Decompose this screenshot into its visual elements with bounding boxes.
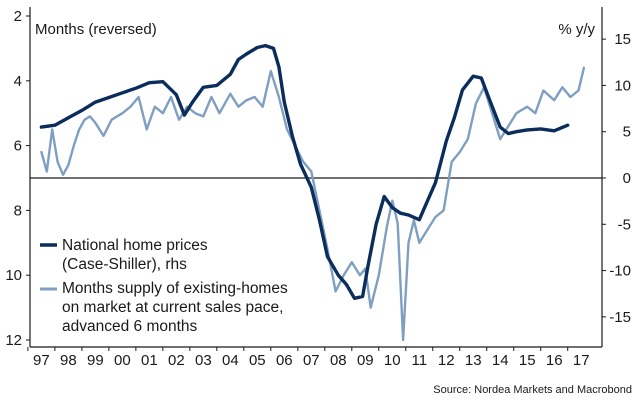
series-line-home-prices xyxy=(39,43,570,300)
x-tick-label-2: 99 xyxy=(87,352,104,369)
right-tick-label-4: -5 xyxy=(618,216,631,233)
right-tick-label-2: 5 xyxy=(623,124,631,141)
x-tick-label-5: 02 xyxy=(168,352,185,369)
right-tick-label-0: 15 xyxy=(614,31,631,48)
x-tick-label-12: 09 xyxy=(357,352,374,369)
x-tick-label-1: 98 xyxy=(60,352,77,369)
x-axis-ticks: 97 98 99 00 01 02 03 04 05 06 07 08 09 10 11 12 13 14 15 16… xyxy=(27,347,590,369)
left-tick-label-2: 6 xyxy=(14,138,22,155)
x-tick-label-15: 12 xyxy=(438,352,455,369)
x-tick-label-3: 00 xyxy=(114,352,131,369)
legend-label-months-supply-line1: Months supply of existing-homes xyxy=(62,280,288,297)
right-axis-label: % y/y xyxy=(558,21,595,38)
x-tick-label-13: 10 xyxy=(384,352,401,369)
x-tick-label-6: 03 xyxy=(195,352,212,369)
x-tick-label-18: 15 xyxy=(519,352,536,369)
right-tick-label-3: 0 xyxy=(623,170,631,187)
x-tick-label-19: 16 xyxy=(546,352,563,369)
right-axis-ticks: 15 10 5 0 -5 -10 -15 xyxy=(602,31,631,326)
right-tick-label-5: -10 xyxy=(609,263,631,280)
x-tick-label-8: 05 xyxy=(249,352,266,369)
legend-label-home-prices-line2: (Case-Shiller), rhs xyxy=(62,256,187,273)
x-tick-label-4: 01 xyxy=(141,352,158,369)
x-tick-label-11: 08 xyxy=(330,352,347,369)
left-tick-label-5: 12 xyxy=(5,332,22,349)
legend-label-months-supply-line3: advanced 6 months xyxy=(62,318,198,335)
legend-label-home-prices-line1: National home prices xyxy=(62,237,208,254)
left-tick-label-1: 4 xyxy=(14,73,22,90)
left-axis-label: Months (reversed) xyxy=(35,21,157,38)
source-note: Source: Nordea Markets and Macrobond xyxy=(433,384,632,396)
x-tick-label-20: 17 xyxy=(573,352,590,369)
x-tick-label-7: 04 xyxy=(222,352,239,369)
x-tick-label-16: 13 xyxy=(465,352,482,369)
legend-label-months-supply-line2: on market at current sales pace, xyxy=(62,299,283,316)
x-tick-label-17: 14 xyxy=(492,352,509,369)
right-tick-label-6: -15 xyxy=(609,309,631,326)
x-tick-label-14: 11 xyxy=(411,352,427,369)
x-tick-label-0: 97 xyxy=(33,352,50,369)
left-tick-label-4: 10 xyxy=(5,267,22,284)
left-axis-ticks: 2 4 6 8 10 12 xyxy=(5,8,30,349)
left-tick-label-3: 8 xyxy=(14,202,22,219)
right-tick-label-1: 10 xyxy=(614,77,631,94)
legend: National home prices (Case-Shiller), rhs… xyxy=(40,237,288,335)
x-tick-label-10: 07 xyxy=(303,352,320,369)
x-tick-label-9: 06 xyxy=(276,352,293,369)
left-tick-label-0: 2 xyxy=(14,8,22,25)
